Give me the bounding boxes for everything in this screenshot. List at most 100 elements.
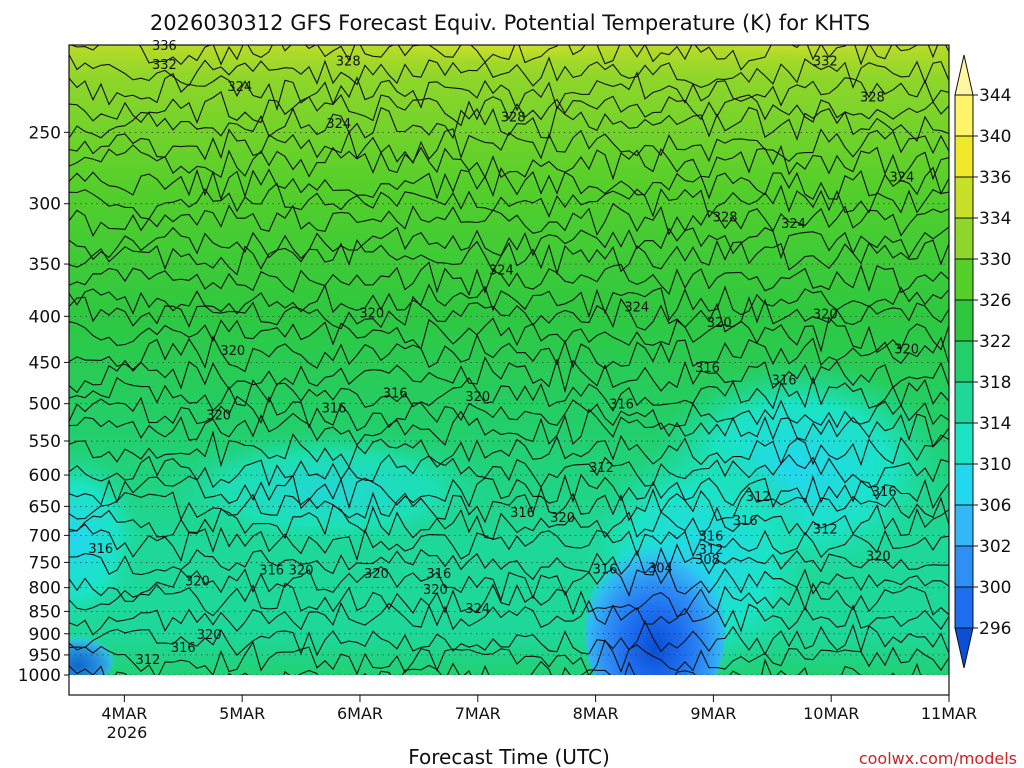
contour-line	[69, 582, 949, 618]
y-tick-label: 250	[29, 123, 61, 143]
contour-label: 312	[813, 523, 838, 538]
y-tick-label: 450	[29, 353, 61, 373]
contour-label: 336	[152, 39, 177, 54]
contour-label: 304	[648, 562, 673, 577]
contour-label: 328	[713, 211, 738, 226]
y-tick-label: 1000	[18, 666, 61, 686]
colorbar-label: 336	[979, 168, 1011, 188]
colorbar-label: 310	[979, 455, 1011, 475]
contour-label: 320	[364, 567, 389, 582]
x-tick-label: 9MAR	[690, 704, 736, 723]
colorbar-max-arrow	[954, 54, 974, 96]
colorbar-label: 340	[979, 127, 1011, 147]
plot-frame	[68, 44, 950, 696]
colorbar-segment	[954, 258, 974, 301]
contour-line	[69, 54, 949, 89]
contour-label: 320	[550, 511, 575, 526]
colorbar-segment	[954, 340, 974, 383]
colorbar-label: 302	[979, 537, 1011, 557]
contour-line	[69, 283, 949, 322]
contour-line	[69, 504, 949, 540]
contour-line	[69, 105, 949, 143]
contour-label: 316	[88, 542, 113, 557]
colorbar-segment	[954, 94, 974, 137]
y-tick-label: 350	[29, 255, 61, 275]
x-axis-label: Forecast Time (UTC)	[408, 745, 610, 768]
cold-pool-left	[69, 635, 113, 675]
contour-line	[69, 658, 922, 675]
contour-label: 332	[152, 58, 177, 73]
x-tick-label: 7MAR	[455, 704, 501, 723]
y-axis: 250 300 350 400 450 500 550 600 650 700 750 800 850 9…	[18, 123, 69, 686]
colorbar-segment	[954, 504, 974, 547]
contour-label: 316	[383, 387, 408, 402]
contour-line	[69, 454, 949, 489]
colorbar-segment	[954, 299, 974, 342]
contour-line	[69, 295, 949, 333]
colorbar-label: 344	[979, 86, 1011, 106]
contour-line	[69, 523, 949, 562]
contour-label: 316	[510, 506, 535, 521]
contour-label: 324	[326, 117, 351, 132]
contour-label: 316	[872, 485, 897, 500]
contour-line	[69, 408, 949, 448]
ground-surface	[69, 675, 949, 695]
colorbar-label: 300	[979, 578, 1011, 598]
warm-top-region-right	[710, 45, 890, 75]
contour-line	[69, 430, 949, 469]
contour-label: 316	[733, 514, 758, 529]
colorbar-segment	[954, 217, 974, 260]
contour-line	[69, 564, 949, 602]
y-tick-label: 800	[29, 579, 61, 599]
y-tick-label: 950	[29, 646, 61, 666]
contour-line	[69, 620, 949, 657]
y-tick-label: 900	[29, 625, 61, 645]
contour-line	[69, 128, 949, 165]
chart-title: 2026030312 GFS Forecast Equiv. Potential…	[150, 11, 870, 35]
contour-label: 324	[227, 80, 252, 95]
contour-label: 328	[501, 110, 526, 125]
x-axis: 4MAR 5MAR 6MAR 7MAR 8MAR 9MAR 10MAR 11MAR	[101, 695, 977, 723]
y-tick-label: 850	[29, 602, 61, 622]
x-tick-label: 4MAR	[101, 704, 147, 723]
teal-region-middle	[160, 430, 500, 550]
y-tick-label: 500	[29, 395, 61, 415]
colorbar: 296 300 302 306 310 314 318 322 326 330 334 336 340 3…	[954, 54, 1011, 669]
teal-region-left	[69, 450, 145, 630]
contour-label: 316	[171, 641, 196, 656]
y-tick-label: 650	[29, 497, 61, 517]
y-tick-label: 750	[29, 553, 61, 573]
contour-label: 316	[322, 402, 347, 417]
contour-line	[69, 238, 949, 276]
contour-line	[69, 261, 949, 297]
contour-label: 320	[359, 306, 384, 321]
contour-label: 332	[813, 54, 838, 69]
colorbar-label: 334	[979, 209, 1011, 229]
contour-labels: 336 332 328 324 324 328 332 328 324 328 324 324 324 3…	[88, 39, 919, 668]
x-tick-label: 6MAR	[337, 704, 383, 723]
contour-label: 320	[866, 550, 891, 565]
contour-line	[69, 202, 949, 237]
contour-line	[69, 182, 949, 220]
colorbar-segment	[954, 545, 974, 588]
contour-label: 320	[707, 316, 732, 331]
contour-label: 320	[206, 408, 231, 423]
x-tick-label: 8MAR	[573, 704, 619, 723]
contour-line	[69, 91, 949, 127]
gridlines	[69, 131, 949, 675]
contour-line	[69, 543, 949, 581]
contour-line	[69, 473, 949, 510]
contour-label: 320	[185, 575, 210, 590]
cold-pool	[585, 540, 725, 675]
contour-line	[69, 486, 949, 525]
contour-label: 320	[894, 342, 919, 357]
contour-line	[69, 395, 949, 432]
contour-label: 324	[889, 171, 914, 186]
contour-lines	[69, 45, 949, 675]
y-tick-label: 600	[29, 466, 61, 486]
contour-label: 316	[426, 567, 451, 582]
x-tick-label: 10MAR	[803, 704, 859, 723]
contour-label: 320	[197, 628, 222, 643]
contour-label: 316	[259, 564, 284, 579]
contour-line	[69, 71, 949, 112]
